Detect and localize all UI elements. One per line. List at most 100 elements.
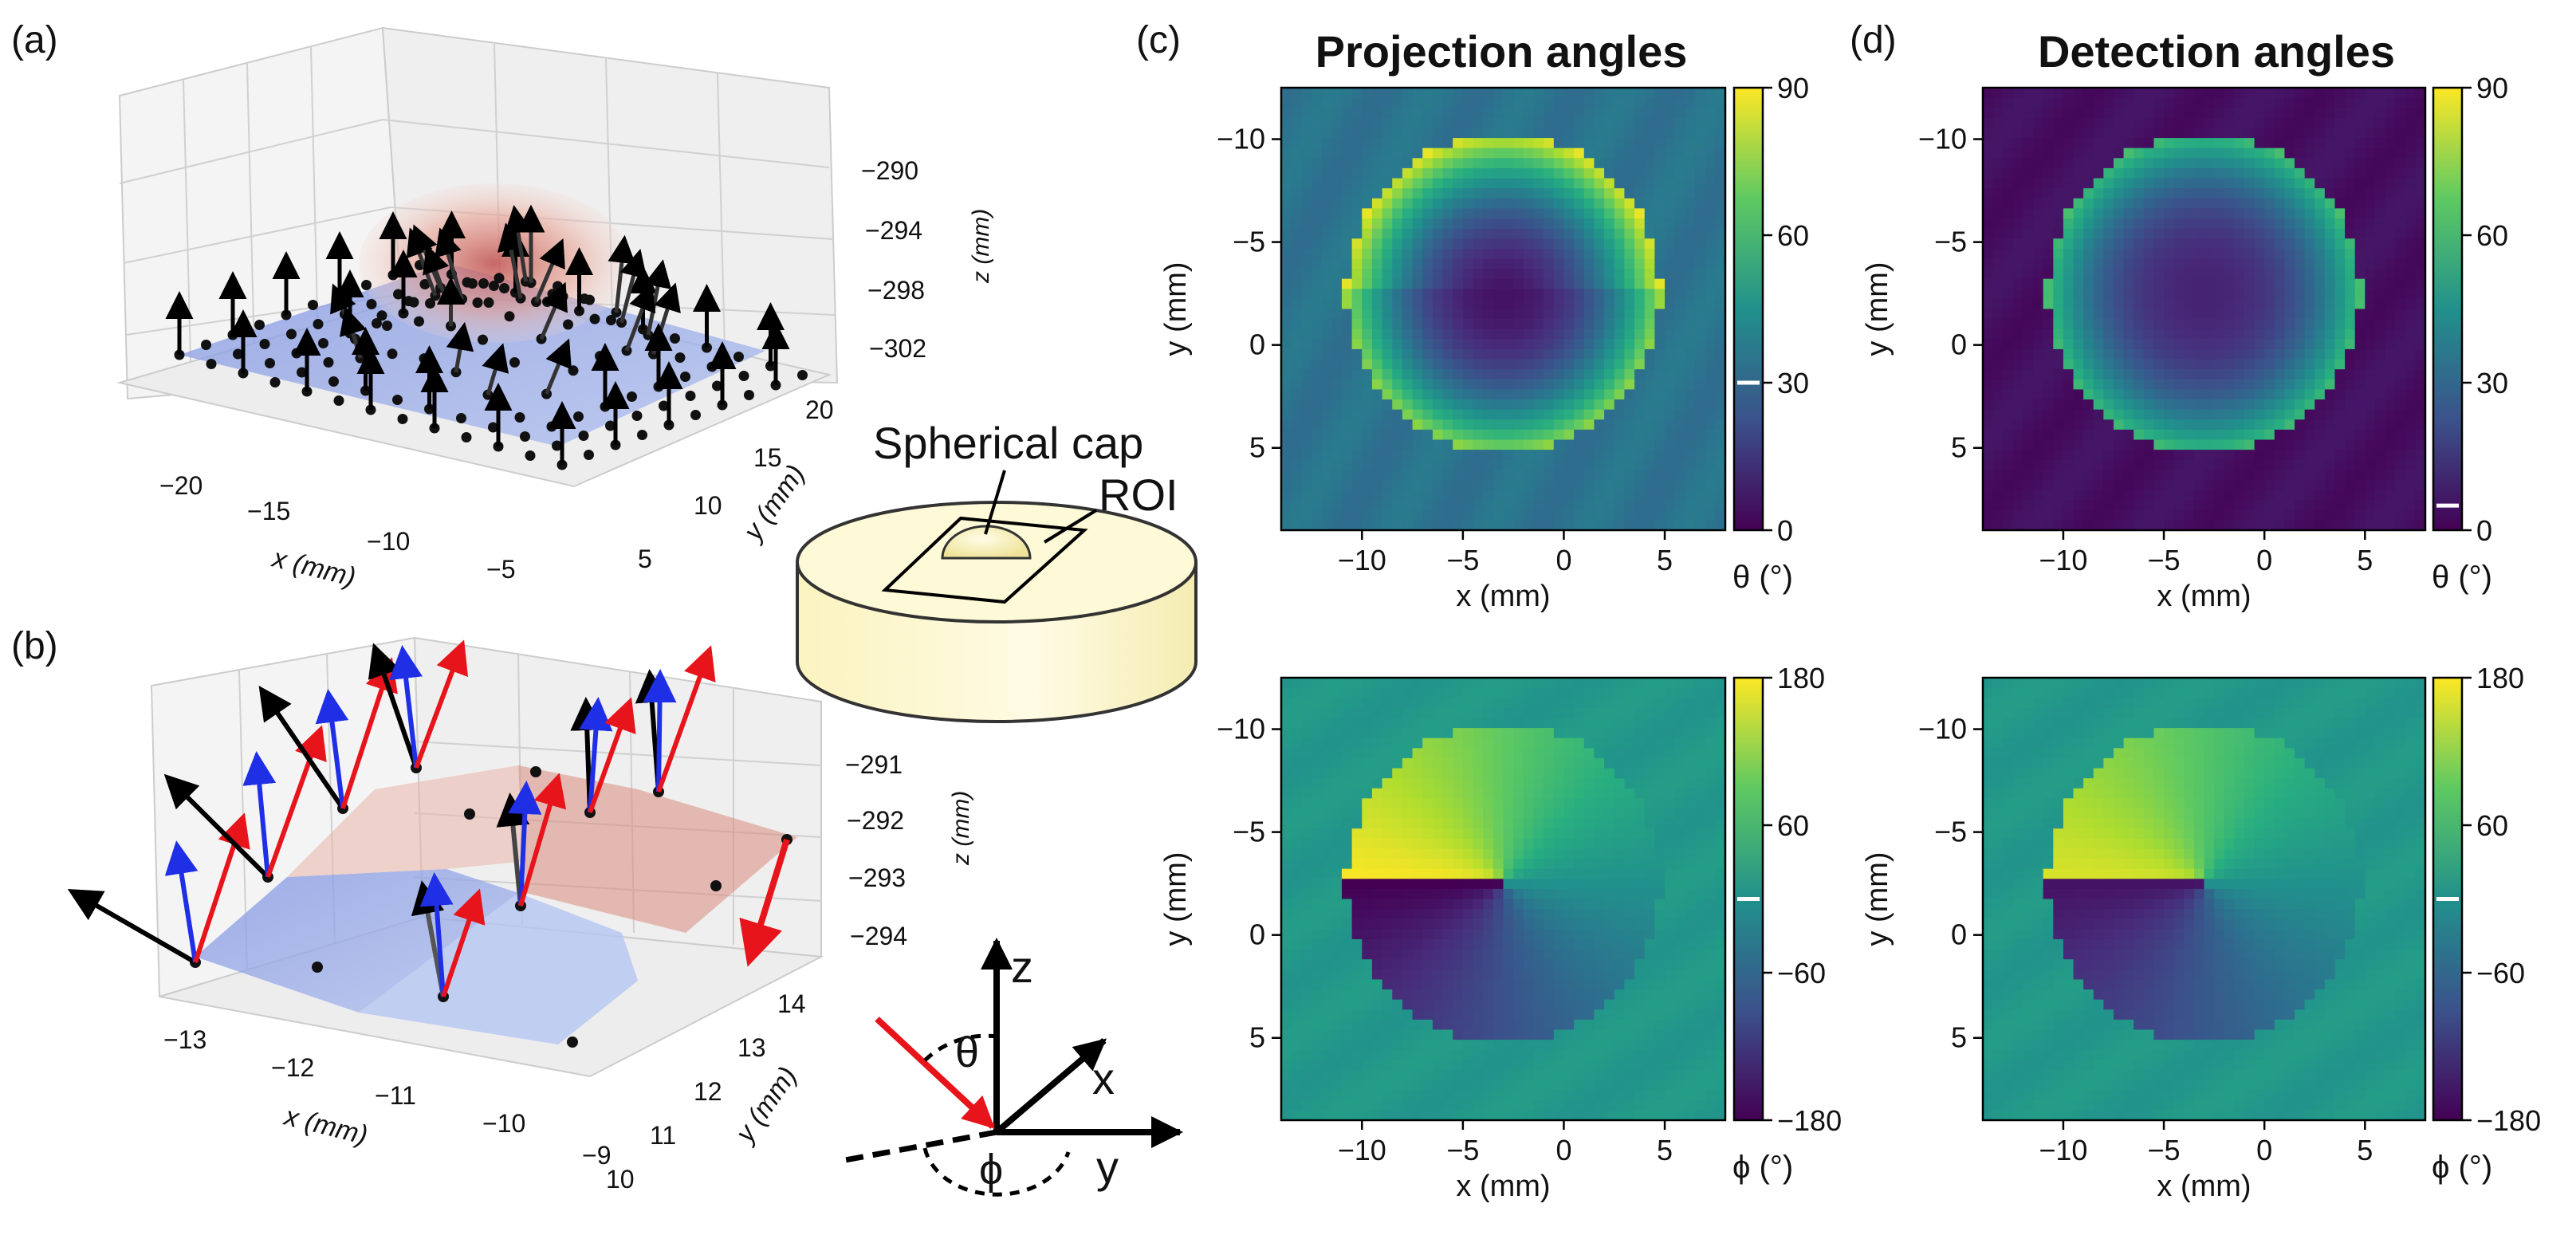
heatmap-cell [2093, 269, 2104, 280]
heatmap-cell [2123, 379, 2134, 391]
heatmap-cell [2374, 258, 2386, 269]
heatmap-cell [2153, 309, 2165, 320]
heatmap-cell [2295, 218, 2306, 230]
heatmap-cell [2204, 379, 2215, 391]
heatmap-cell [1362, 838, 1373, 850]
heatmap-cell [1654, 188, 1666, 199]
heatmap-cell [2214, 490, 2225, 501]
heatmap-cell [1665, 228, 1676, 239]
heatmap-cell [1422, 439, 1434, 450]
heatmap-cell [1382, 97, 1393, 108]
heatmap-cell [2254, 158, 2265, 169]
sample-point [568, 365, 579, 376]
heatmap-cell [2214, 439, 2225, 450]
heatmap-cell [1301, 208, 1312, 219]
heatmap-cell [1453, 278, 1464, 289]
heatmap-cell [1422, 198, 1434, 209]
heatmap-cell [1442, 969, 1453, 981]
heatmap-cell [2173, 319, 2185, 330]
heatmap-cell [2284, 117, 2295, 129]
heatmap-cell [2134, 248, 2145, 260]
heatmap-cell [2143, 470, 2155, 481]
heatmap-cell [2043, 228, 2054, 239]
sample-point [494, 273, 505, 284]
heatmap-cell [2153, 117, 2165, 129]
heatmap-cell [1432, 879, 1444, 890]
heatmap-cell [1493, 470, 1504, 481]
heatmap-cell [2234, 409, 2245, 420]
x-tick-label: −5 [2148, 544, 2181, 576]
heatmap-cell [1983, 319, 1994, 330]
heatmap-cell [2274, 348, 2286, 360]
sample-point [680, 372, 690, 382]
heatmap-cell [2304, 439, 2315, 450]
heatmap-cell [1402, 399, 1414, 411]
heatmap-cell [1362, 439, 1373, 450]
heatmap-cell [2003, 328, 2014, 340]
heatmap-cell [1523, 500, 1535, 511]
heatmap-cell [1291, 938, 1302, 950]
heatmap-cell [1301, 167, 1312, 179]
heatmap-cell [1503, 319, 1514, 330]
heatmap-cell [2083, 108, 2094, 119]
heatmap-cell [1715, 379, 1726, 391]
heatmap-cell [1371, 929, 1383, 940]
heatmap-cell [1402, 439, 1414, 450]
heatmap-cell [1992, 218, 2004, 230]
heatmap-cell [1604, 500, 1615, 511]
heatmap-cell [2214, 138, 2225, 149]
heatmap-cell [2113, 500, 2125, 511]
heatmap-cell [2314, 439, 2326, 450]
heatmap-cell [2043, 319, 2054, 330]
heatmap-cell [1351, 117, 1363, 129]
heatmap-cell [1412, 470, 1423, 481]
heatmap-cell [2204, 348, 2215, 360]
heatmap-cell [2023, 138, 2034, 149]
heatmap-cell [2385, 188, 2396, 199]
heatmap-cell [2033, 248, 2044, 260]
heatmap-cell [2385, 319, 2396, 330]
heatmap-cell [2134, 339, 2145, 350]
colorbar-tick-label: 60 [1777, 219, 1809, 252]
heatmap-cell [2284, 359, 2295, 370]
heatmap-cell [2224, 228, 2235, 239]
heatmap-cell [1412, 158, 1423, 169]
heatmap-cell [2324, 278, 2336, 289]
heatmap-cell [2113, 178, 2125, 189]
heatmap-cell [1574, 158, 1585, 169]
heatmap-cell [2143, 359, 2155, 370]
sample-point [265, 358, 275, 368]
heatmap-cell [2254, 298, 2265, 310]
sample-point [706, 361, 718, 372]
heatmap-cell [1442, 1060, 1453, 1071]
heatmap-cell [1362, 158, 1373, 169]
heatmap-cell [2274, 117, 2286, 129]
heatmap-cell [2053, 88, 2064, 99]
heatmap-cell [1301, 989, 1312, 1001]
heatmap-cell [1523, 369, 1535, 380]
sample-point [387, 348, 398, 360]
heatmap-cell [2415, 319, 2426, 330]
heatmap-cell [2304, 319, 2315, 330]
heatmap-cell [2012, 248, 2024, 260]
heatmap-cell [2244, 369, 2255, 380]
heatmap-cell [1412, 409, 1423, 420]
heatmap-cell [1574, 269, 1585, 280]
heatmap-cell [1301, 479, 1312, 491]
heatmap-cell [1503, 509, 1514, 521]
heatmap-cell [2093, 509, 2104, 521]
heatmap-cell [2295, 500, 2306, 511]
heatmap-cell [1371, 1009, 1383, 1021]
heatmap-cell [1992, 348, 2004, 360]
heatmap-cell [1301, 429, 1312, 441]
sample-point [520, 431, 530, 442]
heatmap-cell [2103, 409, 2114, 420]
heatmap-cell [2003, 298, 2014, 310]
heatmap-cell [1574, 348, 1585, 360]
heatmap-cell [1544, 520, 1555, 531]
heatmap-cell [1331, 798, 1343, 809]
heatmap-cell [1453, 359, 1464, 370]
heatmap-cell [1665, 148, 1676, 159]
heatmap-cell [2003, 88, 2014, 99]
